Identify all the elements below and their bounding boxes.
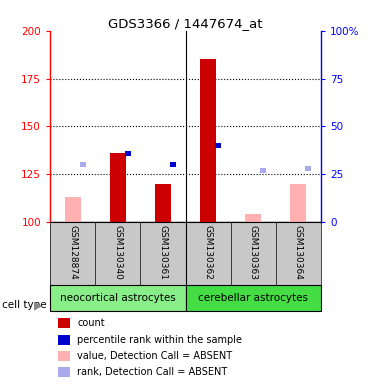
Text: cell type: cell type bbox=[2, 300, 46, 310]
Bar bbox=[58, 335, 70, 345]
Text: count: count bbox=[77, 318, 105, 328]
Bar bbox=[58, 351, 70, 361]
Bar bbox=[170, 162, 176, 167]
Bar bbox=[58, 318, 70, 328]
Bar bbox=[215, 143, 221, 148]
Bar bbox=[125, 151, 131, 156]
Text: rank, Detection Call = ABSENT: rank, Detection Call = ABSENT bbox=[77, 367, 227, 377]
Title: GDS3366 / 1447674_at: GDS3366 / 1447674_at bbox=[108, 17, 263, 30]
Text: cerebellar astrocytes: cerebellar astrocytes bbox=[198, 293, 308, 303]
Bar bbox=[110, 153, 126, 222]
Text: GSM130361: GSM130361 bbox=[158, 225, 167, 280]
Text: ▶: ▶ bbox=[34, 300, 43, 310]
Text: percentile rank within the sample: percentile rank within the sample bbox=[77, 335, 242, 345]
Bar bbox=[305, 166, 311, 171]
Bar bbox=[58, 367, 70, 377]
Bar bbox=[260, 168, 266, 173]
Text: GSM130363: GSM130363 bbox=[249, 225, 258, 280]
Bar bbox=[290, 184, 306, 222]
Text: GSM130340: GSM130340 bbox=[113, 225, 122, 280]
Text: value, Detection Call = ABSENT: value, Detection Call = ABSENT bbox=[77, 351, 232, 361]
Bar bbox=[245, 214, 261, 222]
Bar bbox=[155, 184, 171, 222]
Text: neocortical astrocytes: neocortical astrocytes bbox=[60, 293, 175, 303]
Text: GSM130362: GSM130362 bbox=[204, 225, 213, 280]
Bar bbox=[80, 162, 86, 167]
Text: GSM130364: GSM130364 bbox=[294, 225, 303, 280]
Bar bbox=[200, 60, 216, 222]
Bar bbox=[65, 197, 81, 222]
Text: GSM128874: GSM128874 bbox=[68, 225, 77, 280]
